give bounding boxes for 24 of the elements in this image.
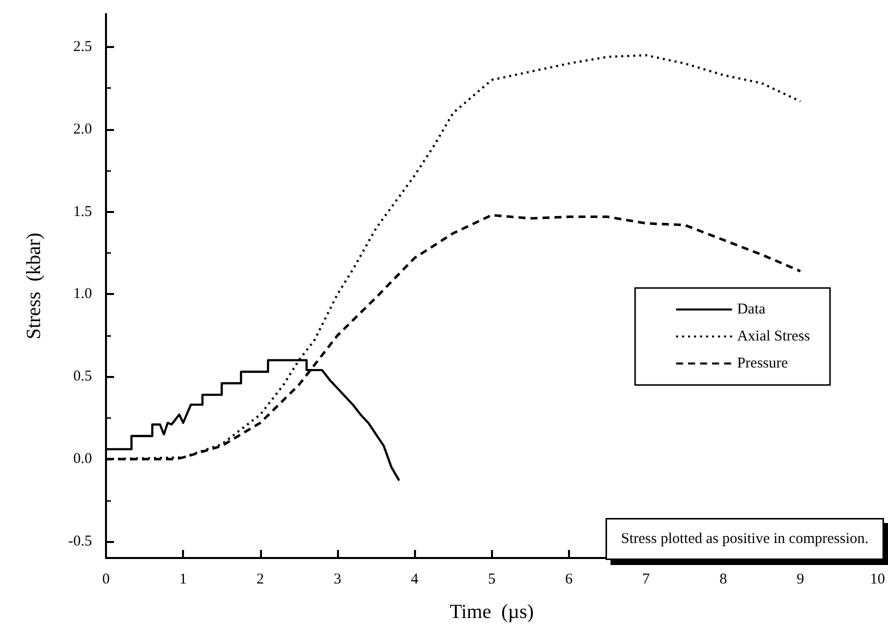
y-tick-label: -0.5	[68, 534, 92, 550]
x-tick-label: 7	[642, 572, 650, 588]
y-tick-label: 2.5	[73, 38, 92, 55]
y-tick-label: 0.0	[73, 451, 92, 468]
legend-label: Axial Stress	[737, 328, 810, 344]
x-tick-label: 3	[334, 572, 342, 588]
y-tick-label: 2.0	[73, 121, 92, 138]
x-tick-label: 4	[410, 572, 419, 588]
x-tick-label: 6	[565, 572, 574, 588]
x-tick-label: 10	[870, 572, 885, 588]
annotation: Stress plotted as positive in compression.	[621, 531, 869, 547]
y-tick-label: 1.5	[73, 204, 92, 220]
x-tick-label: 5	[488, 572, 496, 588]
legend-label: Pressure	[737, 356, 788, 372]
x-axis-title: Time (µs)	[450, 601, 534, 623]
y-tick-label: 0.5	[73, 368, 92, 385]
legend-label: Data	[737, 302, 766, 318]
x-tick-label: 0	[102, 572, 110, 588]
y-tick-label: 1.0	[73, 286, 92, 302]
x-tick-label: 8	[719, 572, 727, 588]
x-tick-label: 1	[179, 572, 187, 588]
x-tick-label: 9	[796, 572, 804, 588]
y-axis-title: Stress (kbar)	[23, 232, 45, 340]
x-tick-label: 2	[256, 572, 264, 588]
